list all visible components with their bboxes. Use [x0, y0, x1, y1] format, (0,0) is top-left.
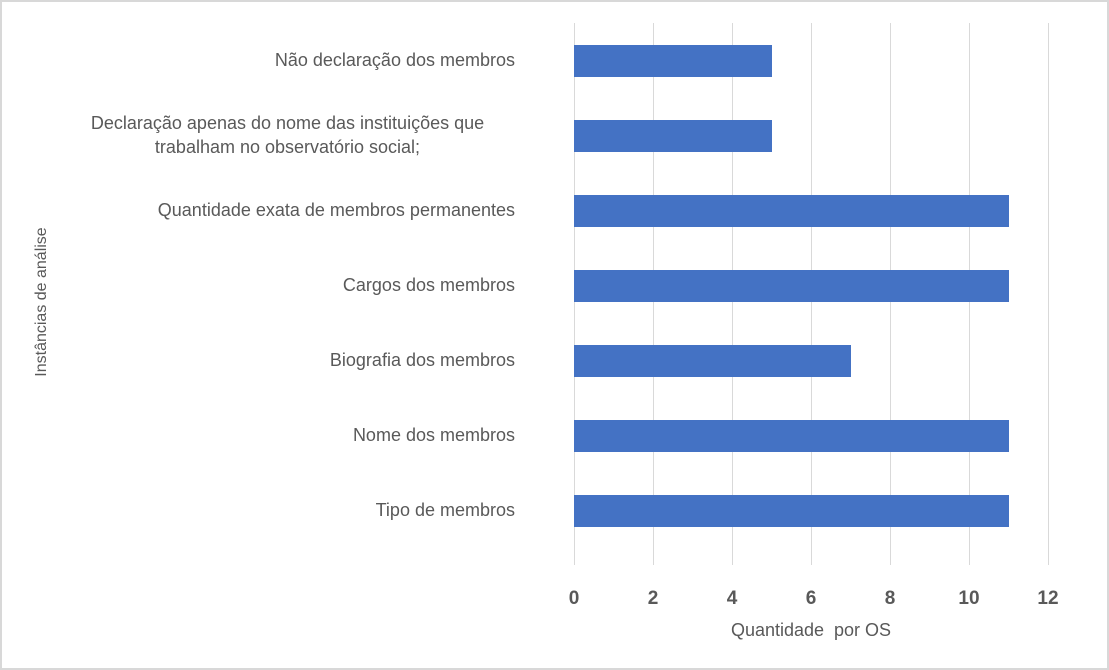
x-tick-label: 12	[1037, 588, 1059, 609]
bar	[574, 269, 1009, 302]
category-label: Declaração apenas do nome das instituiçõ…	[90, 112, 485, 157]
x-tick-label: 10	[958, 588, 980, 609]
x-tick-label: 4	[726, 588, 738, 609]
plot-area	[574, 23, 1049, 565]
category-label: Não declaração dos membros	[274, 49, 515, 70]
tick-mark	[811, 548, 812, 565]
category-row: Declaração apenas do nome das instituiçõ…	[2, 98, 515, 173]
tick-mark	[574, 548, 575, 565]
tick-mark	[889, 548, 891, 565]
bar	[574, 494, 1009, 527]
category-row: Quantidade exata de membros permanentes	[2, 173, 515, 248]
x-tick-label: 8	[884, 588, 896, 609]
x-axis-title: Quantidade por OS	[730, 620, 892, 640]
category-row: Não declaração dos membros	[2, 23, 515, 98]
x-axis-tick-labels: 0 2 4 6 8 10 12	[569, 588, 1059, 612]
tick-mark	[1048, 548, 1049, 565]
gridline	[1048, 23, 1049, 548]
tick-mark	[731, 548, 733, 565]
x-tick-label: 6	[805, 588, 817, 609]
category-label: Biografia dos membros	[329, 349, 515, 370]
category-label: Quantidade exata de membros permanentes	[157, 199, 515, 220]
category-row: Cargos dos membros	[2, 248, 515, 323]
x-tick-label: 0	[568, 588, 580, 609]
bar	[574, 419, 1009, 452]
category-axis-labels: Não declaração dos membros Declaração ape…	[2, 23, 515, 548]
bar	[574, 194, 1009, 227]
x-tick-label: 2	[647, 588, 659, 609]
category-label: Cargos dos membros	[342, 274, 515, 295]
category-row: Tipo de membros	[2, 473, 515, 548]
tick-mark	[969, 548, 970, 565]
category-row: Biografia dos membros	[2, 323, 515, 398]
category-label: Tipo de membros	[375, 499, 515, 520]
bar	[574, 44, 772, 77]
bar	[574, 344, 851, 377]
bar	[574, 119, 772, 152]
category-row: Nome dos membros	[2, 398, 515, 473]
category-label: Nome dos membros	[352, 424, 515, 445]
tick-mark	[652, 548, 654, 565]
